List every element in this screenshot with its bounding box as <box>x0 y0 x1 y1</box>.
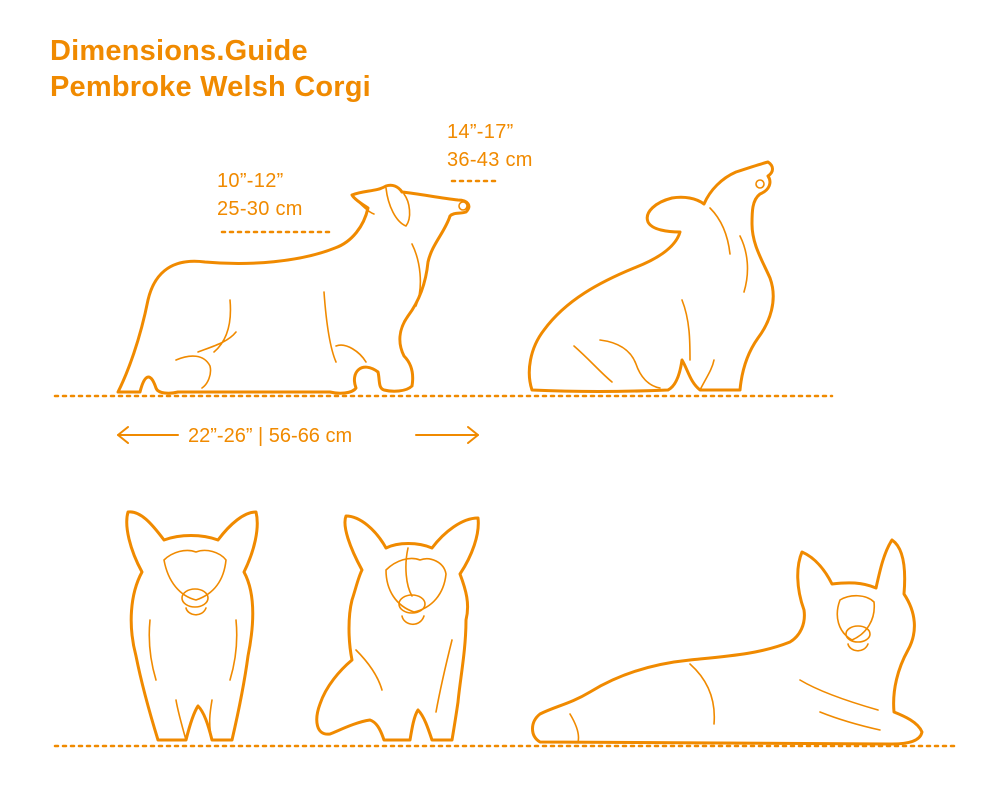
breed-title: Pembroke Welsh Corgi <box>50 71 371 103</box>
corgi-front-sitting-icon <box>315 514 480 742</box>
withers-height-metric: 25-30 cm <box>217 198 303 220</box>
length-label: 22”-26” | 56-66 cm <box>188 425 353 447</box>
brand-title: Dimensions.Guide <box>50 35 308 67</box>
head-height-label: 14”-17” 36-43 cm <box>447 118 533 174</box>
head-height-metric: 36-43 cm <box>447 149 533 171</box>
corgi-front-standing-icon <box>125 510 259 742</box>
head-height-imperial: 14”-17” <box>447 121 514 143</box>
corgi-side-standing-icon <box>116 183 471 395</box>
corgi-lying-icon <box>531 538 924 746</box>
length-arrow-right <box>415 426 479 444</box>
withers-height-label: 10”-12” 25-30 cm <box>217 167 303 223</box>
withers-height-imperial: 10”-12” <box>217 170 284 192</box>
length-arrow-left <box>117 426 179 444</box>
corgi-sitting-howling-icon <box>527 160 775 393</box>
